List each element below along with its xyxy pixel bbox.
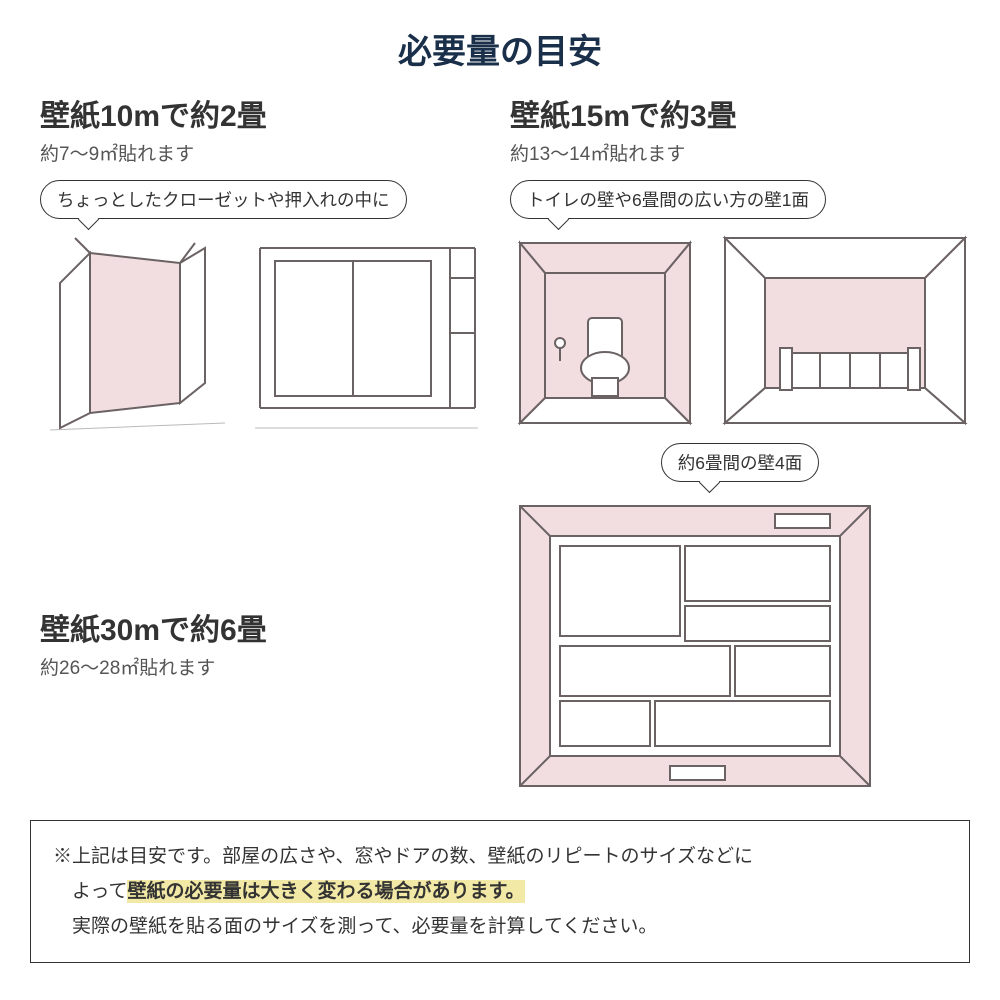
note-line-1: ※上記は目安です。部屋の広さや、窓やドアの数、壁紙のリピートのサイズなどに bbox=[53, 839, 947, 874]
page-title: 必要量の目安 bbox=[0, 0, 1000, 91]
illus-row-15m bbox=[510, 233, 970, 428]
heading-15m: 壁紙15mで約3畳 bbox=[510, 91, 970, 135]
note-line-3: 実際の壁紙を貼る面のサイズを測って、必要量を計算してください。 bbox=[53, 909, 947, 944]
section-15m: 壁紙15mで約3畳 約13～14㎡貼れます トイレの壁や6畳間の広い方の壁1面 bbox=[510, 91, 970, 433]
section-30m: 壁紙30mで約6畳 約26～28㎡貼れます bbox=[40, 545, 480, 694]
sub-10m: 約7～9㎡貼れます bbox=[40, 139, 480, 166]
sub-15m: 約13～14㎡貼れます bbox=[510, 139, 970, 166]
toilet-room-icon bbox=[510, 233, 700, 428]
note-line-3-text: 実際の壁紙を貼る面のサイズを測って、必要量を計算してください。 bbox=[72, 916, 657, 937]
note-line-2: よって壁紙の必要量は大きく変わる場合があります。 bbox=[53, 874, 947, 909]
closet-open-icon bbox=[40, 233, 230, 433]
room-topdown-icon bbox=[510, 496, 880, 796]
note-line-2-prefix: よって bbox=[72, 881, 127, 902]
sliding-closet-icon bbox=[250, 233, 480, 433]
bubble-15m: トイレの壁や6畳間の広い方の壁1面 bbox=[510, 180, 826, 219]
illus-row-10m bbox=[40, 233, 480, 433]
heading-10m: 壁紙10mで約2畳 bbox=[40, 91, 480, 135]
section-30m-diagram: 約6畳間の壁4面 bbox=[510, 443, 970, 796]
bubble-10m: ちょっとしたクローゼットや押入れの中に bbox=[40, 180, 407, 219]
note-box: ※上記は目安です。部屋の広さや、窓やドアの数、壁紙のリピートのサイズなどに よっ… bbox=[30, 820, 970, 963]
section-10m: 壁紙10mで約2畳 約7～9㎡貼れます ちょっとしたクローゼットや押入れの中に bbox=[40, 91, 480, 433]
sub-30m: 約26～28㎡貼れます bbox=[40, 653, 480, 680]
note-highlight: 壁紙の必要量は大きく変わる場合があります。 bbox=[127, 880, 524, 903]
bubble-30m: 約6畳間の壁4面 bbox=[661, 443, 819, 482]
content-grid: 壁紙10mで約2畳 約7～9㎡貼れます ちょっとしたクローゼットや押入れの中に bbox=[0, 91, 1000, 796]
heading-30m: 壁紙30mで約6畳 bbox=[40, 605, 480, 649]
room-wall-icon bbox=[720, 233, 970, 428]
